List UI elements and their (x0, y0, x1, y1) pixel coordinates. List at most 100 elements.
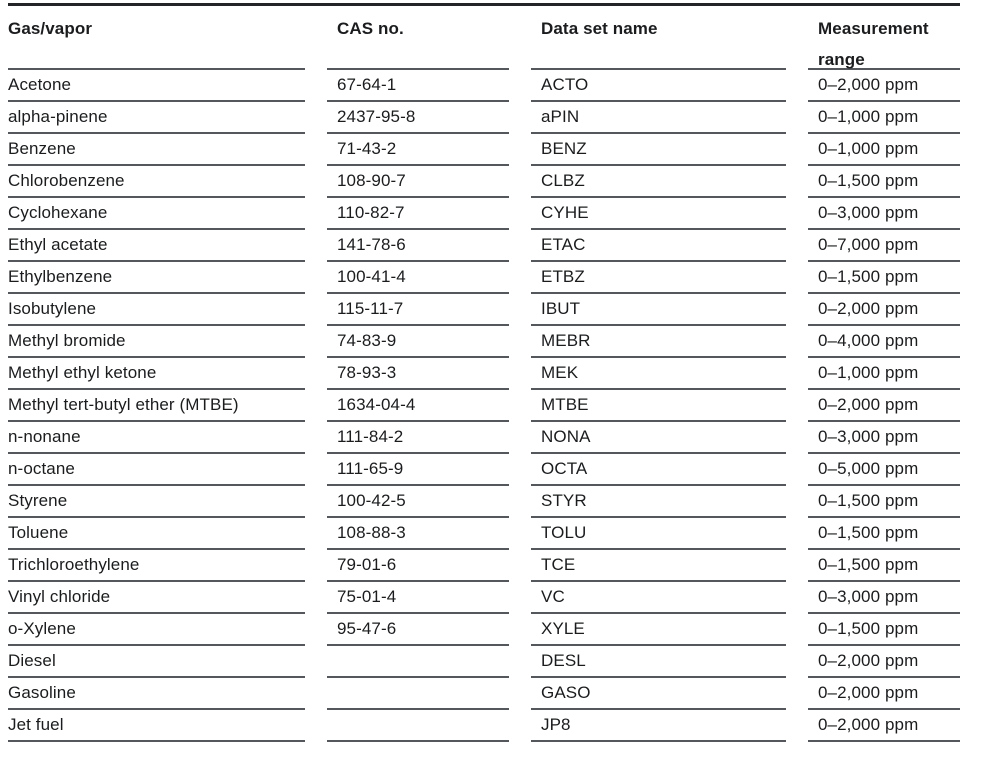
table-row: Trichloroethylene 79-01-6 TCE 0–1,500 pp… (8, 550, 960, 582)
data-set-name-cell: aPIN (531, 102, 786, 134)
gas-vapor-cell: Diesel (8, 646, 305, 678)
gas-vapor-cell: o-Xylene (8, 614, 305, 646)
cas-no-cell: 111-65-9 (327, 454, 509, 486)
measurement-range-cell: 0–2,000 ppm (808, 678, 960, 710)
measurement-range-cell: 0–1,500 ppm (808, 614, 960, 646)
table-top-rule (8, 3, 960, 6)
cas-no-cell: 100-41-4 (327, 262, 509, 294)
gas-vapor-cell: Isobutylene (8, 294, 305, 326)
table-row: Ethylbenzene 100-41-4 ETBZ 0–1,500 ppm (8, 262, 960, 294)
table-row: Styrene 100-42-5 STYR 0–1,500 ppm (8, 486, 960, 518)
table-row: n-octane 111-65-9 OCTA 0–5,000 ppm (8, 454, 960, 486)
table-header-row: Gas/vapor CAS no. Data set name Measurem… (8, 6, 960, 70)
measurement-range-cell: 0–4,000 ppm (808, 326, 960, 358)
column-header-measurement-range: Measurement range (808, 6, 960, 70)
data-set-name-cell: NONA (531, 422, 786, 454)
gas-vapor-cell: Ethylbenzene (8, 262, 305, 294)
cas-no-cell: 95-47-6 (327, 614, 509, 646)
cas-no-cell: 74-83-9 (327, 326, 509, 358)
cas-no-cell (327, 678, 509, 710)
gas-vapor-cell: Jet fuel (8, 710, 305, 742)
measurement-range-cell: 0–2,000 ppm (808, 70, 960, 102)
table-row: Diesel DESL 0–2,000 ppm (8, 646, 960, 678)
measurement-range-cell: 0–1,000 ppm (808, 134, 960, 166)
measurement-range-cell: 0–1,500 ppm (808, 518, 960, 550)
measurement-range-cell: 0–2,000 ppm (808, 390, 960, 422)
cas-no-cell: 141-78-6 (327, 230, 509, 262)
data-set-name-cell: IBUT (531, 294, 786, 326)
cas-no-cell: 79-01-6 (327, 550, 509, 582)
gas-vapor-cell: Acetone (8, 70, 305, 102)
gas-vapor-cell: Benzene (8, 134, 305, 166)
table-row: Methyl tert-butyl ether (MTBE) 1634-04-4… (8, 390, 960, 422)
gas-vapor-cell: Toluene (8, 518, 305, 550)
table-row: Methyl ethyl ketone 78-93-3 MEK 0–1,000 … (8, 358, 960, 390)
gas-vapor-cell: Methyl bromide (8, 326, 305, 358)
gas-vapor-cell: Methyl ethyl ketone (8, 358, 305, 390)
data-set-name-cell: ETAC (531, 230, 786, 262)
data-set-name-cell: BENZ (531, 134, 786, 166)
data-set-name-cell: MEK (531, 358, 786, 390)
cas-no-cell: 1634-04-4 (327, 390, 509, 422)
measurement-range-cell: 0–2,000 ppm (808, 294, 960, 326)
data-set-name-cell: ACTO (531, 70, 786, 102)
data-set-name-cell: MTBE (531, 390, 786, 422)
cas-no-cell: 75-01-4 (327, 582, 509, 614)
table-row: Vinyl chloride 75-01-4 VC 0–3,000 ppm (8, 582, 960, 614)
table-row: Cyclohexane 110-82-7 CYHE 0–3,000 ppm (8, 198, 960, 230)
gas-vapor-cell: Trichloroethylene (8, 550, 305, 582)
table-row: alpha-pinene 2437-95-8 aPIN 0–1,000 ppm (8, 102, 960, 134)
table-row: Gasoline GASO 0–2,000 ppm (8, 678, 960, 710)
measurement-range-cell: 0–3,000 ppm (808, 422, 960, 454)
data-set-name-cell: CYHE (531, 198, 786, 230)
data-set-name-cell: MEBR (531, 326, 786, 358)
table-row: o-Xylene 95-47-6 XYLE 0–1,500 ppm (8, 614, 960, 646)
data-set-name-cell: VC (531, 582, 786, 614)
gas-vapor-cell: Styrene (8, 486, 305, 518)
table-row: Isobutylene 115-11-7 IBUT 0–2,000 ppm (8, 294, 960, 326)
table-row: Benzene 71-43-2 BENZ 0–1,000 ppm (8, 134, 960, 166)
gas-vapor-cell: Methyl tert-butyl ether (MTBE) (8, 390, 305, 422)
measurement-range-cell: 0–3,000 ppm (808, 582, 960, 614)
cas-no-cell (327, 646, 509, 678)
gas-vapor-cell: n-octane (8, 454, 305, 486)
measurement-range-cell: 0–1,500 ppm (808, 166, 960, 198)
table-row: Chlorobenzene 108-90-7 CLBZ 0–1,500 ppm (8, 166, 960, 198)
cas-no-cell: 108-88-3 (327, 518, 509, 550)
table-row: Toluene 108-88-3 TOLU 0–1,500 ppm (8, 518, 960, 550)
gas-vapor-cell: Cyclohexane (8, 198, 305, 230)
table-row: n-nonane 111-84-2 NONA 0–3,000 ppm (8, 422, 960, 454)
data-set-name-cell: XYLE (531, 614, 786, 646)
table-row: Methyl bromide 74-83-9 MEBR 0–4,000 ppm (8, 326, 960, 358)
measurement-range-cell: 0–7,000 ppm (808, 230, 960, 262)
measurement-range-cell: 0–1,000 ppm (808, 102, 960, 134)
table-row: Jet fuel JP8 0–2,000 ppm (8, 710, 960, 742)
measurement-range-cell: 0–5,000 ppm (808, 454, 960, 486)
gas-vapor-cell: Gasoline (8, 678, 305, 710)
measurement-range-cell: 0–2,000 ppm (808, 646, 960, 678)
cas-no-cell: 115-11-7 (327, 294, 509, 326)
cas-no-cell: 100-42-5 (327, 486, 509, 518)
data-set-name-cell: STYR (531, 486, 786, 518)
cas-no-cell (327, 710, 509, 742)
measurement-range-cell: 0–1,500 ppm (808, 262, 960, 294)
measurement-range-cell: 0–3,000 ppm (808, 198, 960, 230)
cas-no-cell: 110-82-7 (327, 198, 509, 230)
data-set-name-cell: TOLU (531, 518, 786, 550)
cas-no-cell: 2437-95-8 (327, 102, 509, 134)
measurement-range-cell: 0–2,000 ppm (808, 710, 960, 742)
data-set-name-cell: JP8 (531, 710, 786, 742)
measurement-range-cell: 0–1,500 ppm (808, 486, 960, 518)
column-header-gas-vapor: Gas/vapor (8, 6, 305, 70)
data-set-name-cell: GASO (531, 678, 786, 710)
gas-vapor-cell: Ethyl acetate (8, 230, 305, 262)
cas-no-cell: 108-90-7 (327, 166, 509, 198)
data-set-name-cell: CLBZ (531, 166, 786, 198)
gas-vapor-cell: n-nonane (8, 422, 305, 454)
data-set-name-cell: TCE (531, 550, 786, 582)
cas-no-cell: 78-93-3 (327, 358, 509, 390)
cas-no-cell: 111-84-2 (327, 422, 509, 454)
table-row: Ethyl acetate 141-78-6 ETAC 0–7,000 ppm (8, 230, 960, 262)
gas-vapor-cell: Vinyl chloride (8, 582, 305, 614)
gas-vapor-cell: Chlorobenzene (8, 166, 305, 198)
